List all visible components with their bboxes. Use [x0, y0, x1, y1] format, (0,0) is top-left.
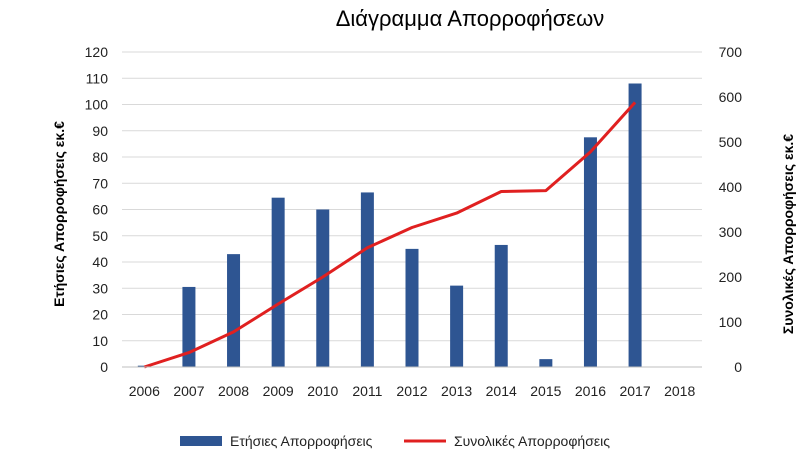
legend-label-cumulative: Συνολικές Απορροφήσεις: [454, 433, 610, 449]
x-tick-label: 2015: [530, 383, 561, 399]
right-tick-label: 500: [719, 134, 743, 150]
bar-2008: [227, 254, 241, 367]
left-tick-label: 10: [92, 333, 108, 349]
bar-2017: [628, 83, 642, 367]
bar-2010: [316, 209, 330, 367]
bar-2016: [583, 137, 597, 367]
right-tick-label: 600: [719, 89, 743, 105]
left-tick-label: 110: [86, 70, 109, 86]
left-tick-label: 60: [92, 202, 108, 218]
left-tick-label: 20: [92, 307, 108, 323]
line-series-cumulative: [143, 101, 637, 369]
bar-2014: [494, 244, 508, 367]
x-tick-label: 2014: [486, 383, 517, 399]
left-tick-label: 100: [85, 97, 109, 113]
right-axis-label: Συνολικές Απορροφήσεις εκ.€: [780, 134, 796, 334]
right-tick-label: 200: [719, 269, 743, 285]
left-tick-label: 0: [100, 359, 108, 375]
left-tick-label: 70: [92, 175, 108, 191]
bar-2009: [271, 197, 285, 367]
left-tick-label: 30: [92, 280, 108, 296]
x-tick-label: 2018: [664, 383, 695, 399]
right-axis-ticks: 0 100 200 300 400 500 600 700: [719, 44, 743, 375]
cumulative-line: [143, 101, 637, 369]
x-tick-label: 2011: [352, 383, 382, 399]
x-axis-ticks: 2006 2007 2008 2009 2010 2011 2012 2013 2014 2015…: [129, 383, 696, 399]
left-axis-ticks: 0 10 20 30 40 50 60 70 80 90 100 110 120: [85, 44, 109, 375]
x-tick-label: 2010: [307, 383, 338, 399]
x-tick-label: 2006: [129, 383, 160, 399]
bar-series-annual: [137, 83, 642, 367]
right-tick-label: 0: [734, 359, 742, 375]
bar-2015: [539, 359, 553, 367]
left-tick-label: 40: [92, 254, 108, 270]
x-tick-label: 2016: [575, 383, 606, 399]
left-axis-label: Ετήσιες Απορροφήσεις εκ.€: [51, 121, 67, 307]
x-tick-label: 2008: [218, 383, 249, 399]
x-tick-label: 2007: [173, 383, 204, 399]
right-tick-label: 700: [719, 44, 743, 60]
left-tick-label: 90: [92, 123, 108, 139]
chart-title: Διάγραμμα Απορροφήσεων: [336, 6, 605, 31]
x-tick-label: 2013: [441, 383, 472, 399]
right-tick-label: 400: [719, 179, 743, 195]
bar-2013: [450, 285, 464, 367]
right-tick-label: 100: [719, 314, 743, 330]
left-tick-label: 80: [92, 149, 108, 165]
legend-label-annual: Ετήσιες Απορροφήσεις: [230, 433, 373, 449]
bar-2011: [360, 192, 374, 367]
left-tick-label: 120: [85, 44, 109, 60]
x-tick-label: 2009: [263, 383, 294, 399]
legend: Ετήσιες Απορροφήσεις Συνολικές Απορροφήσ…: [180, 433, 610, 449]
x-tick-label: 2012: [396, 383, 427, 399]
left-tick-label: 50: [92, 228, 108, 244]
legend-swatch-annual: [180, 436, 222, 446]
bar-2012: [405, 248, 419, 367]
right-tick-label: 300: [719, 224, 743, 240]
x-tick-label: 2017: [619, 383, 650, 399]
bar-2007: [182, 286, 196, 367]
